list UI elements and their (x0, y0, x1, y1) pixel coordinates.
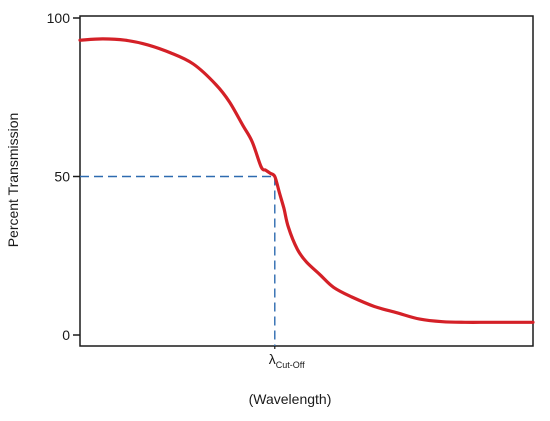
x-axis-title: (Wavelength) (249, 391, 332, 407)
cutoff-subscript: Cut-Off (276, 360, 305, 370)
y-axis-title: Percent Transmission (5, 113, 21, 248)
cutoff-lambda-symbol: λ (269, 351, 276, 367)
plot-area: 0 50 100 (47, 10, 535, 349)
transmission-curve-0 (78, 37, 535, 324)
y-tick-label-100: 100 (47, 10, 71, 26)
plot-frame (79, 15, 534, 347)
cutoff-wavelength-label: λ Cut-Off (269, 351, 305, 370)
y-tick-label-50: 50 (54, 169, 70, 185)
y-tick-label-0: 0 (62, 327, 70, 343)
